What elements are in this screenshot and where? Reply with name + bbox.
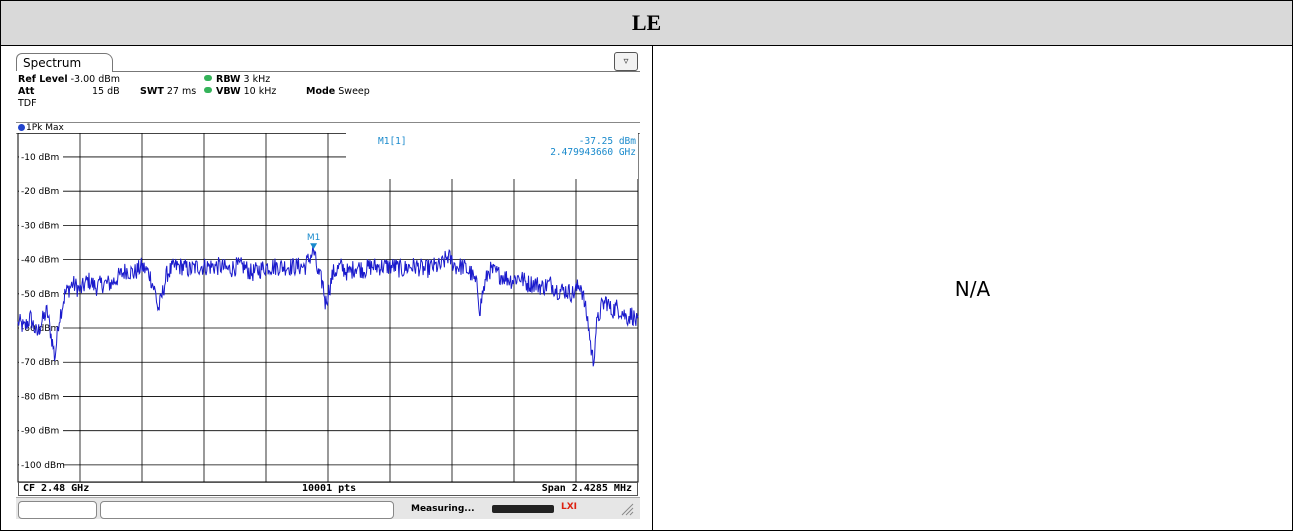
- spectrum-analyzer-screenshot: Spectrum ▿ Ref Level -3.00 dBm Att 15 dB…: [16, 51, 640, 519]
- sweep-status-bar: CF 2.48 GHz 10001 pts Span 2.4285 MHz: [18, 482, 638, 496]
- vbw-label: VBW: [216, 86, 241, 97]
- swt-info: SWT 27 ms: [140, 86, 196, 97]
- rbw-label: RBW: [216, 74, 241, 85]
- tick-label-background: [19, 458, 63, 470]
- measuring-status: Measuring...: [411, 504, 475, 514]
- mode-info: Mode Sweep: [306, 86, 370, 97]
- ref-level-value: -3.00 dBm: [70, 74, 121, 85]
- att-value: 15 dB: [92, 86, 120, 97]
- vbw-value: 10 kHz: [243, 86, 277, 97]
- column-divider: [652, 46, 653, 531]
- spectrum-plot: -10 dBm-20 dBm-30 dBm-40 dBm-50 dBm-60 d…: [17, 133, 639, 483]
- info-field[interactable]: [100, 501, 394, 519]
- ref-level-info: Ref Level -3.00 dBm: [18, 74, 120, 85]
- tick-label-background: [19, 356, 63, 368]
- marker-readout-level: -37.25 dBm: [579, 136, 636, 147]
- rbw-value: 3 kHz: [243, 74, 271, 85]
- rbw-status-dot-icon: [204, 75, 212, 81]
- y-tick-label: -70 dBm: [21, 358, 59, 368]
- table-header: LE: [1, 1, 1292, 46]
- swt-value: 27 ms: [166, 86, 197, 97]
- vbw-info: VBW 10 kHz: [204, 86, 276, 97]
- marker-readout-freq: 2.479943660 GHz: [550, 147, 636, 158]
- trace-dot-icon: [18, 124, 25, 131]
- marker-m1-triangle[interactable]: [310, 243, 318, 250]
- lxi-icon: LXI: [561, 502, 578, 512]
- y-tick-label: -20 dBm: [21, 187, 59, 197]
- center-frequency-label: CF 2.48 GHz: [23, 483, 90, 494]
- message-field[interactable]: [18, 501, 97, 519]
- mode-label: Mode: [306, 86, 336, 97]
- tick-label-background: [19, 287, 63, 299]
- sweep-progress-bar: [492, 505, 554, 513]
- tick-label-background: [19, 424, 63, 436]
- tab-spectrum[interactable]: Spectrum: [16, 53, 113, 71]
- chevron-down-icon: ▿: [623, 56, 629, 67]
- status-bar: Measuring... LXI: [16, 497, 640, 519]
- swt-label: SWT: [140, 86, 164, 97]
- y-tick-label: -30 dBm: [21, 221, 59, 231]
- tick-label-background: [19, 219, 63, 231]
- tick-label-background: [19, 185, 63, 197]
- y-tick-label: -40 dBm: [21, 256, 59, 266]
- marker-readout-box: [346, 133, 638, 179]
- tick-label-background: [19, 390, 63, 402]
- att-info: Att: [18, 86, 34, 97]
- mode-value: Sweep: [338, 86, 370, 97]
- span-label: Span 2.4285 MHz: [541, 483, 632, 494]
- tick-label-background: [19, 150, 63, 162]
- resize-grip-icon[interactable]: [620, 502, 634, 516]
- tick-label-background: [19, 253, 63, 265]
- rbw-info: RBW 3 kHz: [204, 74, 270, 85]
- y-tick-label: -80 dBm: [21, 392, 59, 402]
- vbw-status-dot-icon: [204, 87, 212, 93]
- att-label: Att: [18, 86, 35, 97]
- marker-m1-label: M1: [307, 233, 321, 243]
- points-label: 10001 pts: [302, 483, 357, 494]
- y-tick-label: -50 dBm: [21, 290, 59, 300]
- ref-level-label: Ref Level: [18, 74, 68, 85]
- tdf-label: TDF: [18, 98, 37, 109]
- collapse-button[interactable]: ▿: [614, 52, 638, 71]
- y-tick-label: -10 dBm: [21, 153, 59, 163]
- marker-readout-label: M1[1]: [378, 136, 407, 147]
- na-cell: N/A: [954, 276, 991, 301]
- y-tick-label: -90 dBm: [21, 427, 59, 437]
- tab-underline: [112, 71, 640, 72]
- y-tick-label: -100 dBm: [21, 461, 65, 471]
- trace-label: 1Pk Max: [26, 123, 64, 133]
- trace-line: [17, 245, 639, 367]
